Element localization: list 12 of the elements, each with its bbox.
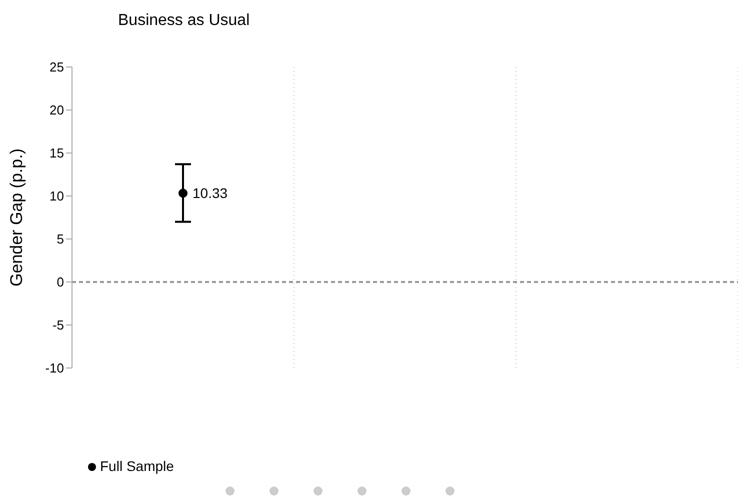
y-tick-label: 25: [50, 60, 64, 75]
chart-title: Business as Usual: [118, 12, 250, 30]
y-tick-label: 0: [56, 274, 64, 290]
y-tick-label: 20: [50, 102, 64, 118]
y-tick-label: 10: [50, 188, 64, 204]
y-tick-label: 15: [50, 146, 64, 161]
y-tick-label: -10: [45, 360, 64, 376]
y-axis-title: Gender Gap (p.p.): [7, 148, 26, 286]
y-tick-label: 5: [56, 232, 64, 247]
y-tick-label: -5: [52, 318, 64, 333]
legend-label: Full Sample: [100, 458, 174, 474]
data-label: 10.33: [192, 185, 228, 202]
